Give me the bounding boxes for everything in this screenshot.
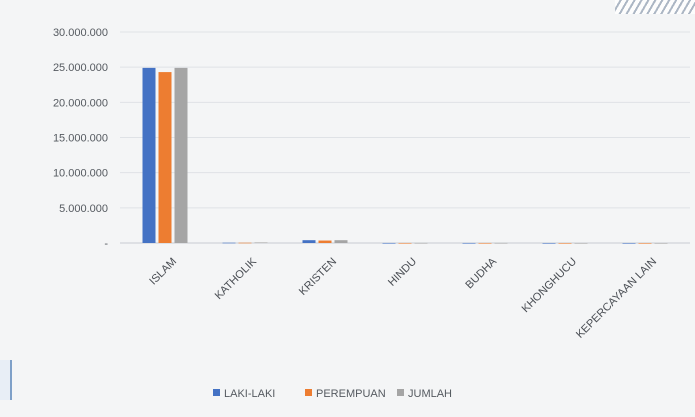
- bar: [558, 242, 572, 244]
- x-axis-categories: ISLAM KATHOLIK KRISTEN HINDU BUDHA KHONGHUCUK…: [147, 255, 659, 341]
- legend-label: LAKI-LAKI: [224, 388, 275, 400]
- y-tick-label: 25.000.000: [53, 62, 108, 74]
- legend-swatch: [397, 389, 404, 396]
- y-tick-label: 20.000.000: [53, 97, 108, 109]
- bar: [382, 242, 396, 244]
- bar: [462, 242, 476, 244]
- x-tick-label: HINDU: [386, 256, 419, 289]
- legend-swatch: [213, 389, 220, 396]
- bar: [334, 240, 348, 243]
- bar: [222, 242, 236, 244]
- bar: [238, 242, 252, 244]
- legend-label: PEREMPUAN: [316, 388, 386, 400]
- legend-label: JUMLAH: [408, 388, 452, 400]
- bar: [638, 242, 652, 244]
- bar: [478, 242, 492, 244]
- bar: [398, 242, 412, 244]
- bar: [542, 242, 556, 244]
- legend: LAKI-LAKI PEREMPUAN JUMLAH: [213, 388, 452, 400]
- left-edge-fragment: [0, 360, 12, 400]
- bar: [414, 242, 428, 244]
- gridlines: [120, 31, 690, 244]
- x-tick-label: KATHOLIK: [213, 255, 260, 302]
- bar: [158, 72, 172, 243]
- y-tick-label: 10.000.000: [53, 168, 108, 180]
- bar: [302, 240, 316, 243]
- corner-decoration: [615, 0, 695, 14]
- y-tick-label: -: [104, 238, 108, 250]
- legend-swatch: [305, 389, 312, 396]
- bar: [254, 242, 268, 244]
- x-tick-label: BUDHA: [463, 255, 499, 291]
- bars: [142, 67, 668, 244]
- y-tick-label: 30.000.000: [53, 27, 108, 39]
- bar: [654, 242, 668, 244]
- x-tick-label: KEPERCAYAAN LAIN: [574, 256, 659, 341]
- x-tick-label: KRISTEN: [297, 256, 339, 298]
- bar: [318, 240, 332, 243]
- y-tick-label: 5.000.000: [59, 203, 108, 215]
- y-tick-label: 15.000.000: [53, 133, 108, 145]
- bar: [142, 67, 156, 244]
- bar: [574, 242, 588, 244]
- y-axis-ticks: - 5.000.000 10.000.000 15.000.000 20.000.000…: [53, 27, 108, 250]
- bar: [494, 242, 508, 244]
- x-tick-label: ISLAM: [147, 256, 179, 288]
- bar: [174, 67, 188, 244]
- x-tick-label: KHONGHUCU: [520, 256, 580, 316]
- bar: [622, 242, 636, 244]
